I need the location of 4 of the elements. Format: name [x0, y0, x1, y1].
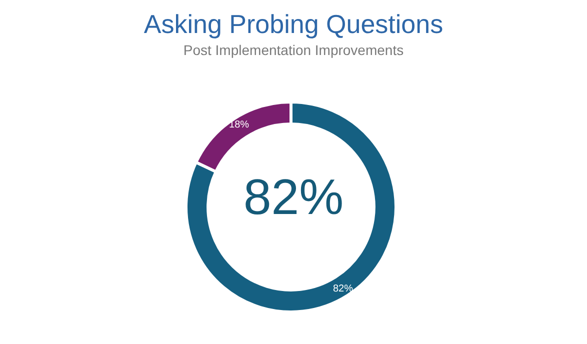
chart-subtitle: Post Implementation Improvements [183, 42, 404, 58]
chart-title: Asking Probing Questions [144, 9, 444, 39]
text: 82% [243, 169, 344, 225]
data-label: 82% [332, 283, 354, 294]
